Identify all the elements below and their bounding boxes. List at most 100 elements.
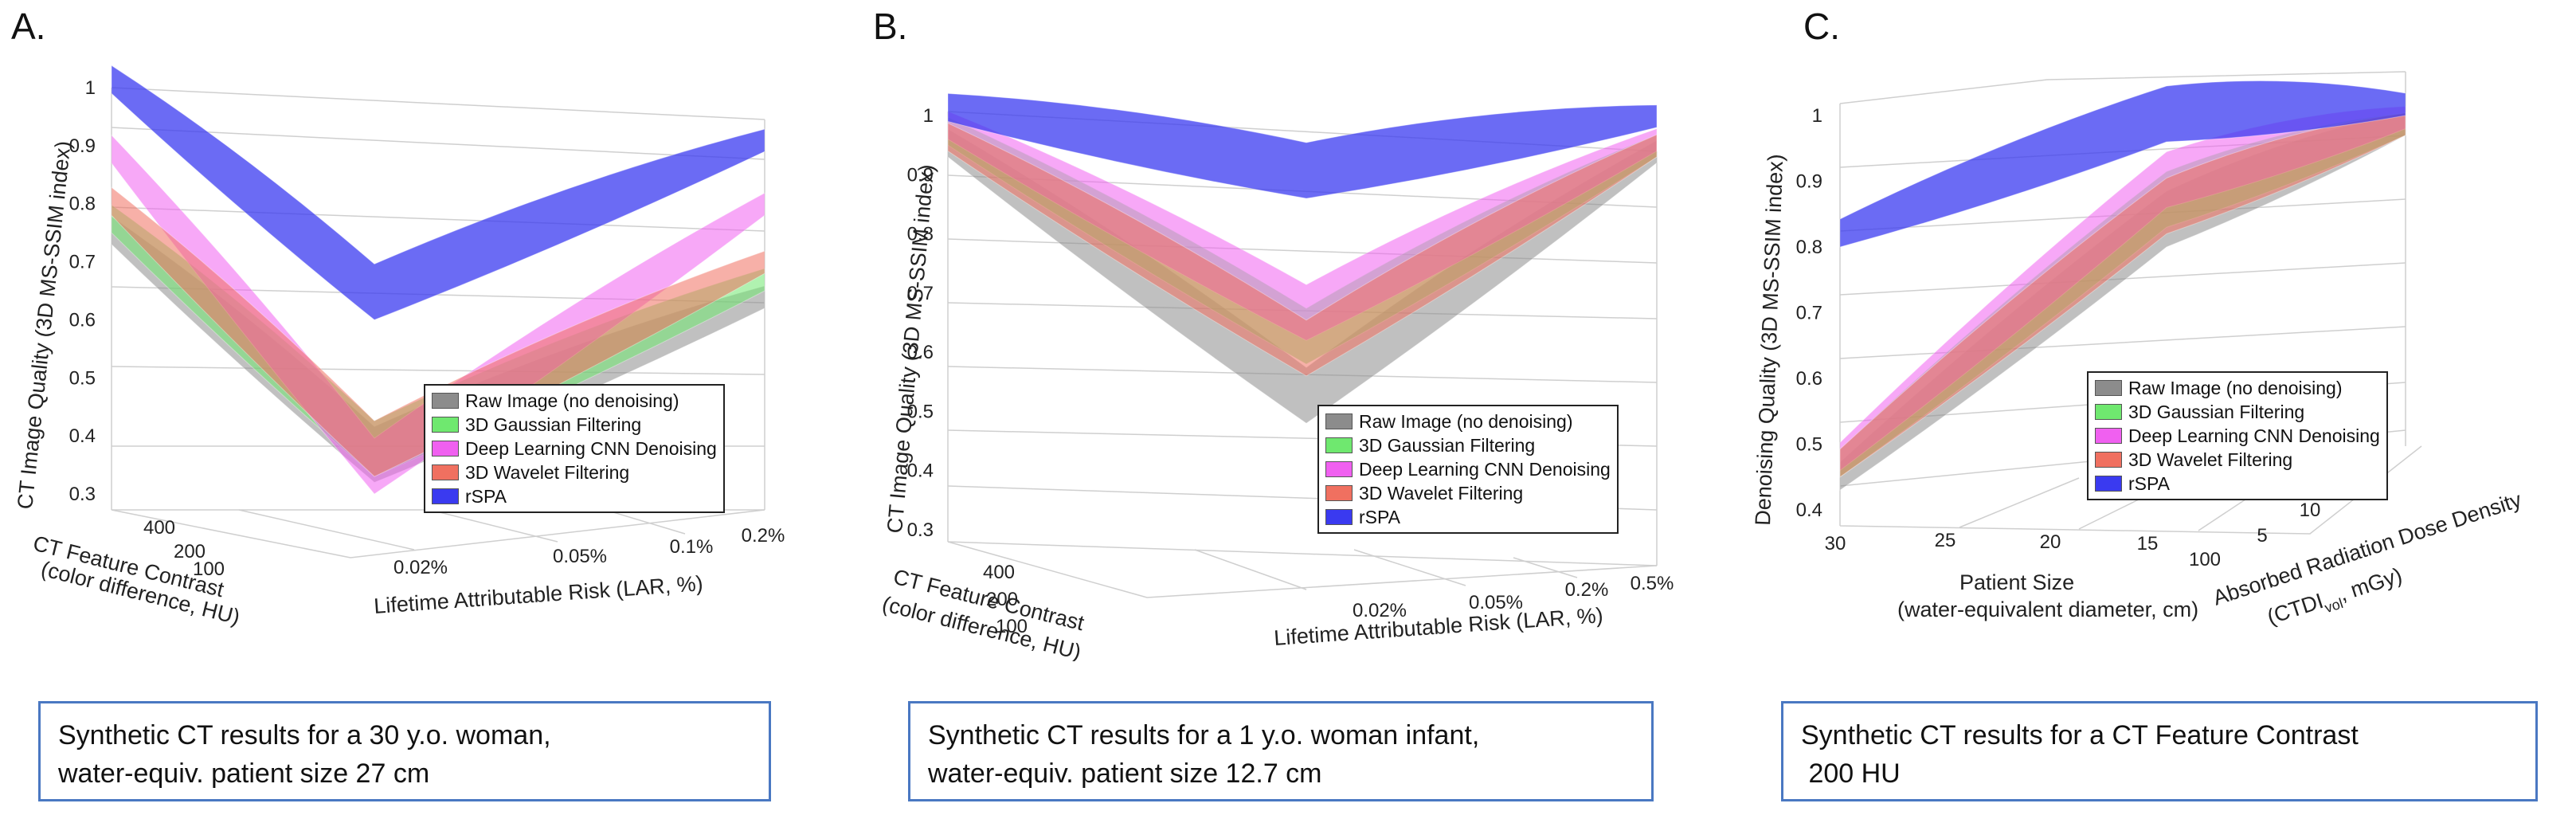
z-tick-label: 0.4 bbox=[1796, 500, 1822, 521]
panel-b-surfaces bbox=[947, 92, 1658, 424]
legend-item: 3D Gaussian Filtering bbox=[1325, 433, 1611, 457]
legend-swatch-wavelet bbox=[1325, 485, 1353, 501]
panel-b-label: B. bbox=[873, 6, 908, 47]
caption-line: water-equiv. patient size 12.7 cm bbox=[928, 758, 1322, 789]
panel-c-surface-plot: 1 0.9 0.8 0.7 0.6 0.5 0.4 30 25 20 15 100 5 10 15 De… bbox=[1751, 71, 2525, 629]
y-tick-label: 100 bbox=[193, 558, 225, 580]
z-tick-label: 0.3 bbox=[69, 484, 96, 505]
panel-a-surface-plot: 1 0.9 0.8 0.7 0.6 0.5 0.4 0.3 0.02% 0.05% 0.1% 0.2… bbox=[13, 65, 785, 629]
z-tick-label: 0.6 bbox=[907, 342, 934, 363]
x-tick-label: 0.05% bbox=[553, 546, 607, 567]
legend-swatch-cnn bbox=[1325, 461, 1353, 477]
z-tick-label: 0.7 bbox=[69, 252, 96, 273]
legend-item: 3D Wavelet Filtering bbox=[432, 460, 717, 484]
surface-rspa bbox=[111, 65, 765, 320]
surface-wavelet bbox=[947, 122, 1658, 377]
legend-label: Raw Image (no denoising) bbox=[465, 390, 679, 411]
z-tick-label: 0.9 bbox=[907, 164, 934, 186]
legend-label: 3D Gaussian Filtering bbox=[465, 414, 642, 435]
z-tick-label: 0.8 bbox=[69, 194, 96, 215]
x-tick-label: 0.5% bbox=[1631, 573, 1674, 594]
z-tick-label: 0.8 bbox=[907, 224, 934, 245]
y-tick-label: 5 bbox=[2257, 525, 2267, 547]
panel-b-surface-plot: 1 0.9 0.8 0.7 0.6 0.5 0.4 0.3 0.02% 0.05% 0.2% 0.5… bbox=[880, 92, 1674, 661]
legend-label: Deep Learning CNN Denoising bbox=[465, 438, 717, 459]
panel-c-surfaces bbox=[1839, 80, 2406, 492]
legend-swatch-rspa bbox=[2095, 476, 2122, 492]
caption-line: Synthetic CT results for a 30 y.o. woman… bbox=[58, 720, 551, 750]
legend-label: 3D Gaussian Filtering bbox=[2128, 402, 2305, 422]
panel-a-z-axis-label: CT Image Quality (3D MS-SSIM index) bbox=[13, 139, 75, 510]
panel-c-caption: Synthetic CT results for a CT Feature Co… bbox=[1781, 701, 2538, 801]
panel-c-x-axis-label-line1: Patient Size bbox=[1959, 570, 2074, 594]
panel-b-caption: Synthetic CT results for a 1 y.o. woman … bbox=[908, 701, 1654, 801]
z-tick-label: 1 bbox=[1812, 105, 1822, 127]
panel-c-z-ticks: 1 0.9 0.8 0.7 0.6 0.5 0.4 bbox=[1796, 105, 1822, 521]
surface-rspa bbox=[1839, 80, 2406, 248]
legend-swatch-gaussian bbox=[1325, 437, 1353, 453]
z-tick-label: 1 bbox=[923, 105, 934, 127]
legend-swatch-cnn bbox=[2095, 428, 2122, 444]
panel-b-x-axis-label: Lifetime Attributable Risk (LAR, %) bbox=[1273, 603, 1603, 650]
legend-swatch-gaussian bbox=[2095, 404, 2122, 420]
legend-swatch-raw bbox=[2095, 380, 2122, 396]
y-tick-label: 200 bbox=[174, 541, 206, 562]
legend-item: Deep Learning CNN Denoising bbox=[1325, 457, 1611, 481]
y-tick-label: 100 bbox=[996, 616, 1028, 637]
legend-label: rSPA bbox=[1359, 507, 1400, 527]
legend-label: rSPA bbox=[2128, 473, 2170, 494]
x-tick-label: 20 bbox=[2040, 531, 2061, 553]
z-tick-label: 0.7 bbox=[1796, 303, 1822, 324]
legend-swatch-wavelet bbox=[2095, 452, 2122, 468]
caption-line: Synthetic CT results for a 1 y.o. woman … bbox=[928, 720, 1480, 750]
panel-b-y-ticks: 400 200 100 bbox=[983, 562, 1028, 637]
caption-line: Synthetic CT results for a CT Feature Co… bbox=[1801, 720, 2359, 750]
panel-c-x-axis-label-line2: (water-equivalent diameter, cm) bbox=[1897, 598, 2198, 621]
legend-swatch-gaussian bbox=[432, 417, 459, 433]
legend-item: Raw Image (no denoising) bbox=[432, 389, 717, 413]
legend-item: 3D Wavelet Filtering bbox=[1325, 481, 1611, 505]
z-tick-label: 0.7 bbox=[907, 283, 934, 304]
panel-c-legend: Raw Image (no denoising) 3D Gaussian Fil… bbox=[2087, 371, 2388, 500]
z-tick-label: 0.8 bbox=[1796, 237, 1822, 258]
legend-item: 3D Wavelet Filtering bbox=[2095, 448, 2380, 472]
panel-a-label: A. bbox=[11, 6, 46, 47]
legend-swatch-rspa bbox=[432, 488, 459, 504]
panel-a: A. 1 0.9 0.8 0.7 0.6 0.5 0.4 0.3 0.02% 0.05% 0.1%… bbox=[0, 0, 860, 819]
panel-b: B. 1 0.9 0.8 0.7 0.6 0.5 0.4 0.3 0.02% 0.05% 0.2%… bbox=[860, 0, 1721, 819]
x-tick-label: 0.02% bbox=[1353, 600, 1407, 621]
y-tick-label: 400 bbox=[143, 517, 175, 539]
panel-c-label: C. bbox=[1803, 6, 1840, 47]
z-tick-label: 0.5 bbox=[69, 367, 96, 389]
legend-item: 3D Gaussian Filtering bbox=[2095, 400, 2380, 424]
legend-item: Raw Image (no denoising) bbox=[2095, 376, 2380, 400]
legend-swatch-rspa bbox=[1325, 509, 1353, 525]
z-tick-label: 0.6 bbox=[1796, 368, 1822, 390]
x-tick-label: 0.05% bbox=[1469, 592, 1523, 613]
x-tick-label: 0.2% bbox=[1565, 579, 1609, 601]
z-tick-label: 0.5 bbox=[907, 401, 934, 422]
panel-c-x-ticks: 30 25 20 15 bbox=[1825, 530, 2159, 554]
panel-a-x-ticks: 0.02% 0.05% 0.1% 0.2% bbox=[393, 525, 785, 578]
panel-c-z-axis-label: Denoising Quality (3D MS-SSIM index) bbox=[1751, 154, 1787, 526]
z-tick-label: 0.9 bbox=[69, 135, 96, 157]
y-tick-label: 200 bbox=[986, 589, 1018, 610]
legend-label: Raw Image (no denoising) bbox=[1359, 411, 1573, 432]
legend-item: Deep Learning CNN Denoising bbox=[2095, 424, 2380, 448]
panel-a-z-ticks: 1 0.9 0.8 0.7 0.6 0.5 0.4 0.3 bbox=[69, 77, 96, 505]
x-tick-label: 0.2% bbox=[742, 525, 785, 547]
x-tick-label: 0.1% bbox=[670, 536, 714, 558]
legend-label: 3D Gaussian Filtering bbox=[1359, 435, 1536, 456]
legend-item: Deep Learning CNN Denoising bbox=[432, 437, 717, 460]
z-tick-label: 0.9 bbox=[1796, 171, 1822, 193]
panel-a-legend: Raw Image (no denoising) 3D Gaussian Fil… bbox=[424, 384, 725, 513]
surface-rspa bbox=[947, 92, 1658, 199]
y-tick-label: 400 bbox=[983, 562, 1015, 583]
x-tick-label: 0.02% bbox=[393, 557, 448, 578]
legend-label: 3D Wavelet Filtering bbox=[2128, 449, 2293, 470]
legend-swatch-raw bbox=[432, 393, 459, 409]
legend-swatch-raw bbox=[1325, 413, 1353, 429]
panel-c: C. 1 0.9 0.8 0.7 0.6 0.5 0.4 30 25 20 15 100 5 10 15… bbox=[1721, 0, 2576, 819]
z-tick-label: 1 bbox=[85, 77, 96, 99]
